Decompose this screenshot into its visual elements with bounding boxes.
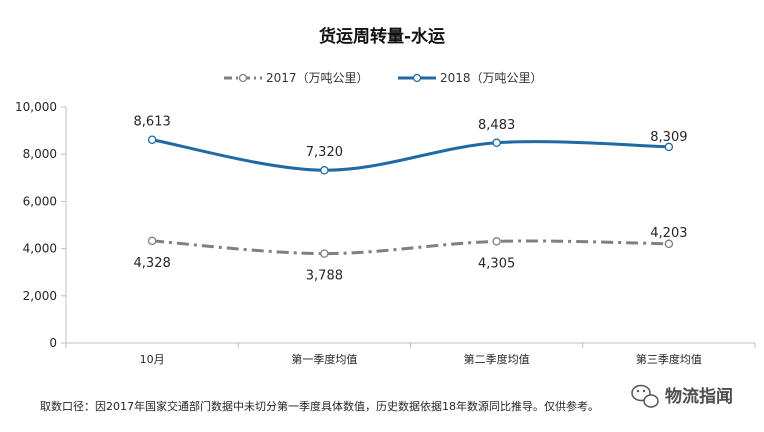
- legend-item-2017: 2017（万吨公里）: [224, 71, 369, 85]
- legend-label-2017: 2017（万吨公里）: [266, 71, 369, 85]
- series-line-2017: [152, 239, 669, 256]
- x-tick-label: 10月: [140, 353, 165, 366]
- data-label-2017: 4,328: [134, 256, 171, 271]
- legend-item-2018: 2018（万吨公里）: [398, 71, 543, 85]
- data-label-2018: 8,483: [478, 118, 515, 133]
- y-tick-label: 8,000: [23, 147, 57, 161]
- axes: 0 2,000 4,000 6,000 8,000 10,000 10月 第一季度均值 第二季度…: [15, 100, 756, 366]
- y-tick-label: 6,000: [23, 194, 57, 208]
- data-point-2017: [492, 237, 501, 246]
- chart-title: 货运周转量-水运: [319, 26, 445, 47]
- footnote: 取数口径：因2017年国家交通部门数据中未切分第一季度具体数值，历史数据依据18…: [40, 399, 599, 413]
- data-point-2017: [664, 239, 674, 249]
- x-tick-label: 第一季度均值: [291, 352, 357, 366]
- data-label-2017: 3,788: [306, 269, 343, 284]
- data-point-2018: [320, 165, 329, 175]
- watermark-text: 物流指闻: [665, 386, 733, 407]
- data-point-2017: [320, 249, 329, 258]
- data-labels: 4,328 3,788 4,305 4,203 8,613 7,320 8,483 8,309: [134, 115, 688, 284]
- data-point-2017: [147, 236, 157, 246]
- data-label-2017: 4,305: [478, 256, 515, 271]
- legend: 2017（万吨公里） 2018（万吨公里）: [224, 71, 543, 85]
- legend-marker-2018: [412, 73, 422, 83]
- x-tick-label: 第二季度均值: [464, 352, 530, 366]
- y-tick-label: 10,000: [15, 100, 57, 114]
- legend-marker-2017: [238, 73, 248, 83]
- y-tick-label: 4,000: [23, 242, 57, 256]
- wechat-icon: [631, 384, 659, 408]
- data-point-2018: [492, 138, 501, 148]
- data-point-2018: [664, 142, 674, 152]
- y-tick-label: 2,000: [23, 289, 57, 303]
- data-label-2017: 4,203: [650, 226, 687, 241]
- y-tick-label: 0: [49, 336, 57, 350]
- series-line-2018: [151, 138, 669, 172]
- watermark: 物流指闻: [631, 384, 733, 408]
- x-tick-label: 第三季度均值: [636, 352, 702, 366]
- data-label-2018: 8,613: [134, 115, 171, 130]
- data-point-2018: [147, 135, 157, 144]
- series-layer: [147, 135, 674, 258]
- data-label-2018: 7,320: [306, 145, 343, 160]
- data-label-2018: 8,309: [650, 130, 687, 145]
- legend-label-2018: 2018（万吨公里）: [440, 71, 543, 85]
